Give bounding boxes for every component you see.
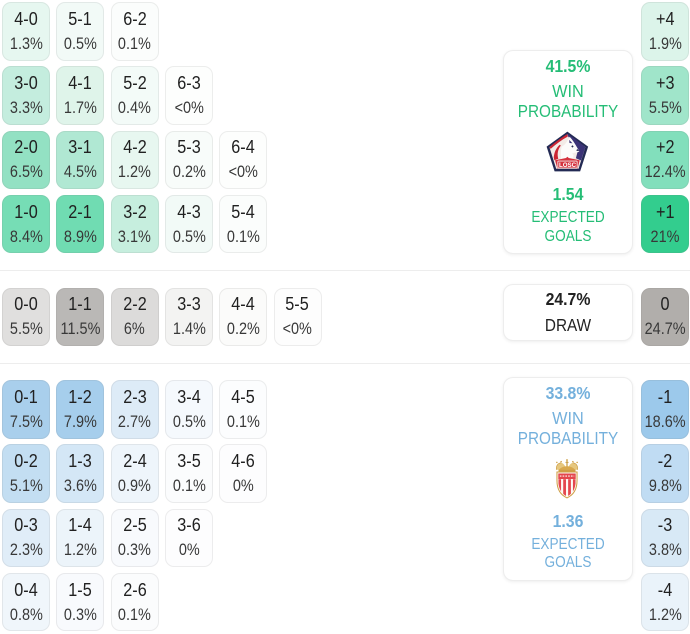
svg-text:LOSC: LOSC [559,162,577,169]
